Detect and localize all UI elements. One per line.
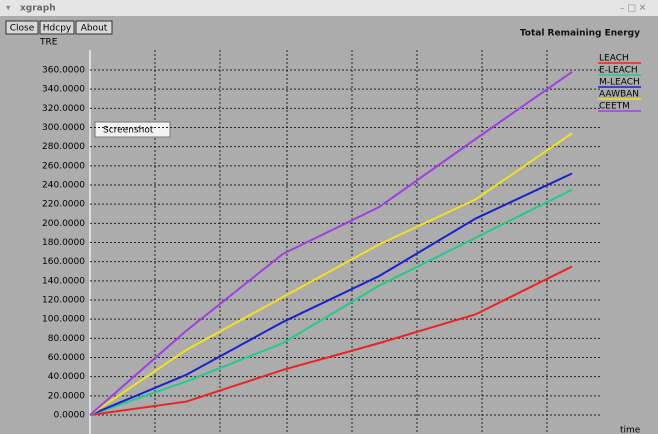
legend: LEACH E-LEACH M-LEACH AAWBAN CEETM <box>598 54 641 112</box>
legend-label: AAWBAN <box>599 90 639 100</box>
y-tick-label: 240.0000 <box>42 181 85 191</box>
y-tick-label: 140.0000 <box>42 276 85 286</box>
y-tick-label: 40.0000 <box>48 372 85 382</box>
series-line <box>89 172 573 416</box>
legend-label: LEACH <box>599 54 629 64</box>
y-tick-label: 60.0000 <box>48 353 85 363</box>
y-tick-label: 280.0000 <box>42 142 85 152</box>
legend-label: M-LEACH <box>599 78 640 88</box>
y-tick-label: 160.0000 <box>42 257 85 267</box>
close-button[interactable] <box>5 20 39 35</box>
y-tick-label: 360.0000 <box>42 66 85 76</box>
tooltip <box>94 121 171 138</box>
y-tick-label: 100.0000 <box>42 315 85 325</box>
y-tick-label: 300.0000 <box>42 123 85 133</box>
window-menu-icon[interactable]: ▾ <box>6 4 11 14</box>
series-line <box>89 265 573 416</box>
window-title: xgraph <box>20 4 56 14</box>
y-tick-label: 200.0000 <box>42 219 85 229</box>
y-tick-label: 80.0000 <box>48 334 85 344</box>
window-controls[interactable]: – □ ✕ <box>620 4 646 14</box>
legend-label: CEETM <box>599 102 630 112</box>
series-line <box>89 132 573 416</box>
title-bar <box>0 0 658 16</box>
x-axis-label: time <box>620 426 641 434</box>
chart-title: Total Remaining Energy <box>520 29 640 39</box>
tooltip-text: Screenshot <box>103 126 154 136</box>
y-tick-label: 120.0000 <box>42 296 85 306</box>
legend-label: E-LEACH <box>599 66 638 76</box>
hdcpy-button[interactable] <box>39 20 75 35</box>
y-tick-label: 20.0000 <box>48 391 85 401</box>
y-tick-label: 340.0000 <box>42 85 85 95</box>
y-tick-label: 180.0000 <box>42 238 85 248</box>
series-line <box>89 71 573 416</box>
close-label: Close <box>10 24 35 34</box>
hdcpy-label: Hdcpy <box>43 24 72 34</box>
y-axis-label: TRE <box>39 38 58 48</box>
about-button[interactable] <box>75 20 113 35</box>
y-tick-label: 260.0000 <box>42 161 85 171</box>
about-label: About <box>81 24 108 34</box>
graph-area <box>0 16 658 434</box>
y-tick-label: 0.0000 <box>54 411 86 421</box>
buttons: Close Hdcpy About <box>5 20 113 35</box>
y-tick-label: 320.0000 <box>42 104 85 114</box>
series-line <box>89 188 573 416</box>
y-tick-label: 220.0000 <box>42 200 85 210</box>
